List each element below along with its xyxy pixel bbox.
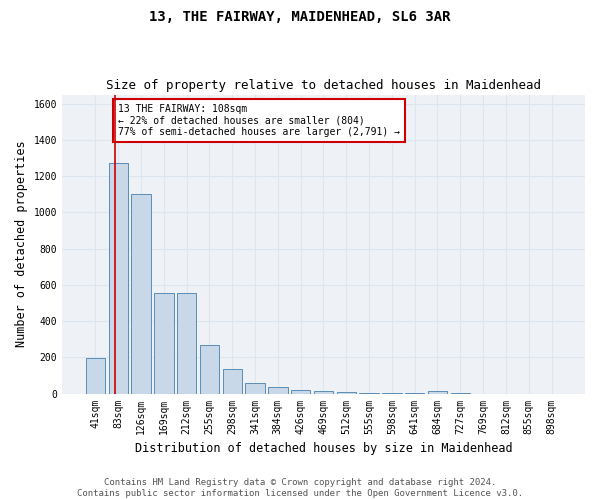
Text: Contains HM Land Registry data © Crown copyright and database right 2024.
Contai: Contains HM Land Registry data © Crown c… [77, 478, 523, 498]
Text: 13, THE FAIRWAY, MAIDENHEAD, SL6 3AR: 13, THE FAIRWAY, MAIDENHEAD, SL6 3AR [149, 10, 451, 24]
Bar [291, 390, 310, 394]
Bar [109, 164, 128, 394]
Bar [337, 392, 356, 394]
Bar [86, 358, 105, 394]
Bar [200, 345, 219, 394]
Bar [314, 392, 333, 394]
Title: Size of property relative to detached houses in Maidenhead: Size of property relative to detached ho… [106, 79, 541, 92]
Y-axis label: Number of detached properties: Number of detached properties [15, 140, 28, 348]
X-axis label: Distribution of detached houses by size in Maidenhead: Distribution of detached houses by size … [134, 442, 512, 455]
Text: 13 THE FAIRWAY: 108sqm
← 22% of detached houses are smaller (804)
77% of semi-de: 13 THE FAIRWAY: 108sqm ← 22% of detached… [118, 104, 400, 137]
Bar [154, 294, 173, 394]
Bar [177, 294, 196, 394]
Bar [382, 393, 401, 394]
Bar [223, 369, 242, 394]
Bar [359, 392, 379, 394]
Bar [268, 387, 287, 394]
Bar [245, 382, 265, 394]
Bar [428, 391, 447, 394]
Bar [131, 194, 151, 394]
